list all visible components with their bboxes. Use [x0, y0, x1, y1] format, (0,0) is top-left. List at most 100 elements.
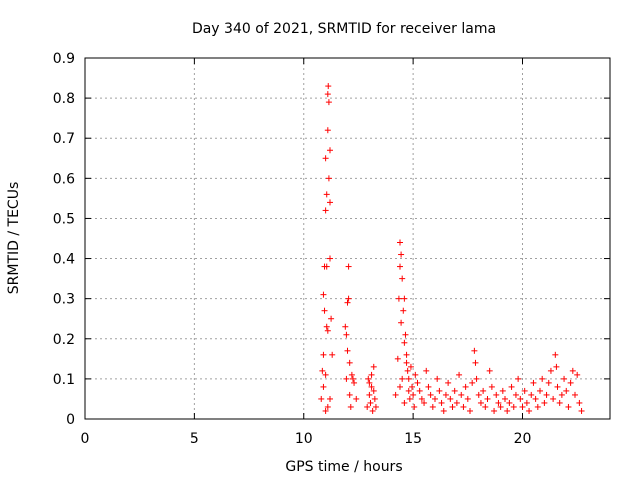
data-point — [397, 383, 403, 390]
data-point — [327, 395, 333, 402]
data-point — [327, 255, 333, 262]
data-point — [414, 379, 421, 386]
data-point — [397, 239, 403, 246]
data-point — [515, 375, 522, 382]
x-tick-label: 5 — [190, 431, 199, 447]
data-point — [578, 407, 585, 414]
y-tick-label: 0 — [66, 412, 75, 428]
data-point — [366, 391, 373, 398]
data-point — [530, 379, 537, 386]
data-point — [488, 383, 495, 390]
data-point — [364, 403, 371, 410]
data-point — [327, 147, 333, 154]
data-point — [425, 383, 432, 390]
y-tick-label: 0.2 — [53, 332, 75, 348]
data-point — [405, 375, 412, 382]
data-point — [482, 403, 489, 410]
y-tick-label: 0.7 — [53, 131, 75, 147]
x-axis-label: GPS time / hours — [285, 459, 402, 475]
data-point — [534, 403, 541, 410]
data-point — [434, 375, 441, 382]
data-point — [508, 383, 515, 390]
data-point — [526, 407, 533, 414]
data-point — [401, 399, 408, 406]
x-tick-label: 20 — [514, 431, 532, 447]
data-point — [576, 399, 583, 406]
data-point — [346, 391, 353, 398]
data-point — [403, 359, 410, 366]
data-point — [574, 371, 581, 378]
data-point — [458, 391, 465, 398]
data-point — [324, 327, 331, 334]
chart-title: Day 340 of 2021, SRMTID for receiver lam… — [192, 21, 496, 37]
data-point — [344, 347, 351, 354]
data-point — [321, 307, 328, 314]
data-point — [410, 391, 417, 398]
data-point — [469, 379, 476, 386]
data-point — [416, 387, 423, 394]
data-point — [521, 387, 528, 394]
data-point — [327, 199, 333, 206]
data-point — [370, 387, 377, 394]
data-point — [477, 399, 484, 406]
data-point — [421, 399, 428, 406]
data-point — [504, 407, 511, 414]
data-point — [528, 391, 535, 398]
data-point — [369, 407, 376, 414]
data-point — [370, 363, 377, 370]
data-point — [349, 375, 356, 382]
data-point — [405, 387, 412, 394]
y-tick-label: 0.4 — [53, 252, 75, 268]
data-point — [423, 367, 430, 374]
data-point — [346, 359, 353, 366]
data-point — [460, 403, 467, 410]
data-point — [565, 403, 572, 410]
data-point — [467, 407, 473, 414]
data-point — [322, 207, 329, 214]
data-point — [537, 387, 543, 394]
plot-frame — [84, 57, 611, 420]
data-points — [318, 83, 585, 414]
data-point — [372, 403, 379, 410]
data-point — [395, 295, 402, 302]
y-tick-label: 0.6 — [53, 171, 75, 187]
data-point — [412, 371, 419, 378]
data-point — [451, 387, 458, 394]
data-point — [567, 379, 574, 386]
data-point — [371, 395, 378, 402]
data-point — [404, 367, 411, 374]
data-point — [556, 399, 563, 406]
data-point — [345, 295, 352, 302]
data-point — [436, 387, 443, 394]
data-point — [322, 155, 329, 162]
data-point — [456, 371, 463, 378]
data-point — [399, 275, 406, 282]
x-tick-label: 15 — [404, 431, 422, 447]
x-tick-label: 0 — [81, 431, 90, 447]
data-point — [323, 191, 330, 198]
data-point — [491, 407, 498, 414]
data-point — [328, 315, 335, 322]
data-point — [402, 331, 409, 338]
data-point — [545, 379, 552, 386]
data-point — [368, 383, 375, 390]
data-point — [418, 395, 425, 402]
data-point — [569, 367, 576, 374]
data-point — [367, 399, 374, 406]
data-point — [512, 391, 519, 398]
data-point — [543, 391, 550, 398]
data-point — [432, 395, 438, 402]
data-point — [324, 127, 331, 134]
grid-lines — [85, 58, 610, 419]
data-point — [319, 367, 326, 374]
data-point — [325, 175, 332, 182]
data-point — [510, 403, 517, 410]
data-point — [320, 383, 327, 390]
data-point — [523, 399, 530, 406]
data-point — [547, 367, 554, 374]
data-point — [563, 387, 570, 394]
data-point — [324, 403, 331, 410]
axis-ticks — [84, 57, 610, 420]
data-point — [322, 407, 329, 414]
